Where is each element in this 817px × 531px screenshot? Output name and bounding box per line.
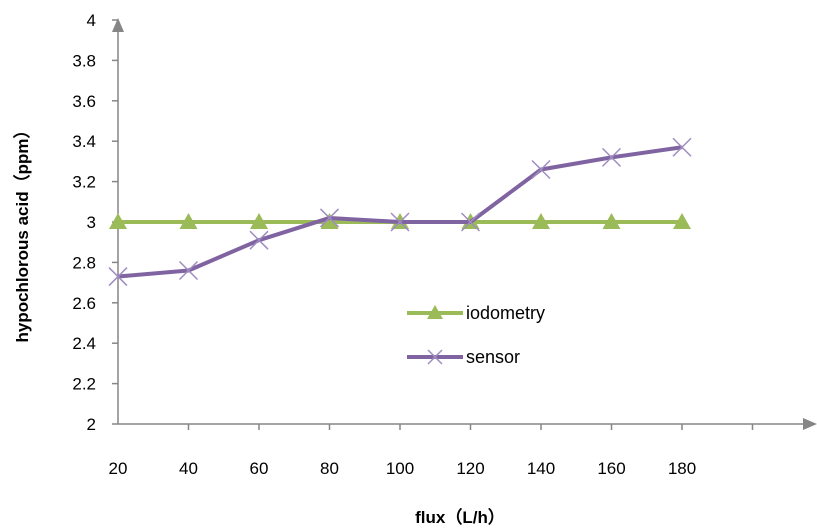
legend-item-iodometry: iodometry xyxy=(407,303,545,323)
legend-marker-sensor xyxy=(427,349,443,365)
x-tick-label: 80 xyxy=(320,459,339,478)
y-tick-label: 3.8 xyxy=(72,51,96,70)
data-point-sensor xyxy=(390,212,410,232)
x-tick-label: 60 xyxy=(250,459,269,478)
data-point-iodometry xyxy=(320,213,339,229)
data-point-sensor xyxy=(531,159,551,180)
data-point-iodometry xyxy=(532,213,550,229)
data-point-iodometry xyxy=(602,213,621,229)
x-axis-title: flux（L/h） xyxy=(415,507,505,527)
data-point-iodometry xyxy=(673,213,691,229)
x-tick-label: 40 xyxy=(179,459,198,478)
y-axis-arrow xyxy=(112,18,124,32)
legend-item-sensor: sensor xyxy=(407,347,520,367)
x-ticks: 20 40 60 80 100 120 140 160 180 xyxy=(109,424,754,478)
x-tick-label: 180 xyxy=(668,459,696,478)
series-sensor xyxy=(108,137,692,287)
y-ticks: 2 2.2 2.4 2.6 2.8 3 3.2 3.4 3.6 3.8 4 xyxy=(72,11,118,434)
x-tick-label: 100 xyxy=(386,459,414,478)
data-point-sensor xyxy=(108,267,128,287)
y-tick-label: 2.2 xyxy=(72,375,96,394)
y-tick-label: 4 xyxy=(87,11,96,30)
y-tick-label: 3.4 xyxy=(72,132,96,151)
data-point-sensor xyxy=(319,208,340,228)
y-tick-label: 2.4 xyxy=(72,334,96,353)
y-tick-label: 2 xyxy=(87,415,96,434)
data-point-sensor xyxy=(601,147,622,167)
x-tick-label: 120 xyxy=(456,459,484,478)
y-tick-label: 2.6 xyxy=(72,294,96,313)
legend-label-iodometry: iodometry xyxy=(466,303,545,323)
y-tick-label: 3 xyxy=(87,213,96,232)
series-line-sensor xyxy=(117,145,683,279)
data-point-iodometry xyxy=(179,213,198,229)
legend-label-sensor: sensor xyxy=(466,347,520,367)
y-tick-label: 2.8 xyxy=(72,253,96,272)
data-point-iodometry xyxy=(250,213,268,229)
data-point-sensor xyxy=(249,230,269,250)
x-axis-arrow xyxy=(803,418,817,430)
data-point-sensor xyxy=(460,212,481,232)
x-tick-label: 20 xyxy=(109,459,128,478)
legend: iodometry sensor xyxy=(407,303,545,367)
y-tick-label: 3.2 xyxy=(72,173,96,192)
data-point-iodometry xyxy=(109,213,127,229)
y-axis-title: hypochlorous acid（ppm） xyxy=(12,121,32,342)
data-point-sensor xyxy=(672,137,692,157)
series-layer xyxy=(108,137,692,287)
data-point-sensor xyxy=(178,260,199,281)
x-tick-label: 160 xyxy=(597,459,625,478)
x-tick-label: 140 xyxy=(527,459,555,478)
legend-marker-iodometry xyxy=(427,305,443,319)
y-tick-label: 3.6 xyxy=(72,92,96,111)
